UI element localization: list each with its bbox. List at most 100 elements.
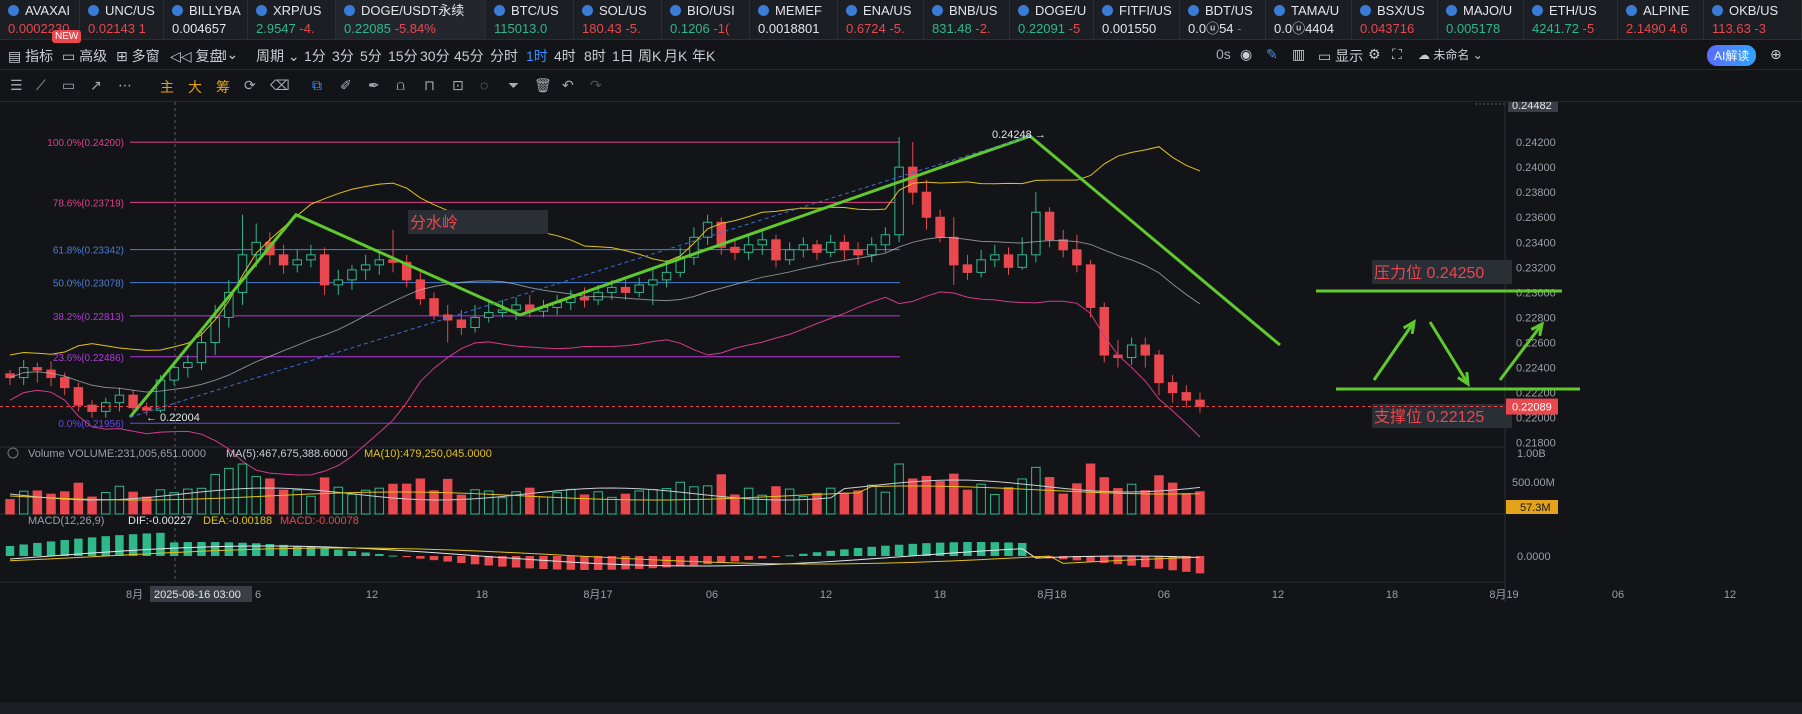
ticker-tab[interactable]: BILLYBA 0.004657 [164, 0, 248, 39]
magnet-icon[interactable]: ⩍ [396, 77, 406, 93]
ticker-tab[interactable]: DOGE/U 0.22091 -5 [1010, 0, 1094, 39]
interval-button[interactable]: 45分 [454, 48, 484, 64]
menu-icon[interactable]: ☰ [10, 77, 23, 93]
macd-histogram-bar [730, 556, 740, 562]
ticker-price: 0.6724 [846, 21, 886, 36]
ticker-tab[interactable]: FITFI/US 0.001550 [1094, 0, 1180, 39]
ai-interpret-button[interactable]: AI解读 [1707, 45, 1757, 66]
indicators-button[interactable]: ▤ 指标 [8, 48, 54, 64]
macd-histogram-bar [1072, 556, 1082, 561]
macd-histogram-bar [894, 544, 904, 556]
coin-icon [1626, 5, 1637, 16]
candle-body [880, 234, 891, 246]
hide-icon[interactable]: ◌ [480, 77, 489, 93]
ruler-icon[interactable]: ⟋ [36, 77, 46, 93]
interval-button[interactable]: 3分 [332, 48, 354, 64]
replay-button[interactable]: ◁◁ 复盘 [170, 48, 224, 64]
coin-icon [1274, 5, 1285, 16]
interval-button[interactable]: 1时 [526, 48, 548, 64]
interval-button[interactable]: 年K [692, 48, 716, 64]
macd-histogram-bar [224, 542, 234, 556]
period-dropdown[interactable]: 周期 ⌄ [256, 46, 300, 66]
ticker-tab[interactable]: BIO/USI 0.1206 -1( [662, 0, 750, 39]
copy-icon[interactable]: ⧉ [312, 77, 322, 93]
macd-histogram-bar [306, 547, 316, 556]
fib-level-label: 78.6%(0.23719) [53, 198, 124, 209]
pencil-icon[interactable]: ✎ [1266, 46, 1278, 62]
interval-button[interactable]: 30分 [420, 48, 450, 64]
chips-button[interactable]: 筹 [216, 79, 230, 95]
interval-button[interactable]: 5分 [360, 48, 382, 64]
candle-body [771, 239, 781, 261]
volume-bar [169, 492, 179, 515]
interval-button[interactable]: 1分 [304, 48, 326, 64]
main-indicator-button[interactable]: 主 [160, 79, 174, 95]
layout-name-dropdown[interactable]: ☁ 未命名 ⌄ [1418, 48, 1483, 62]
candle-body [853, 249, 863, 256]
rectangle-icon[interactable]: ▭ [62, 77, 76, 93]
arrow-line-icon[interactable]: ↗ [90, 77, 102, 93]
interval-button[interactable]: 4时 [554, 48, 576, 64]
display-button[interactable]: ▭ 显示 [1318, 48, 1364, 64]
ticker-symbol: BIO/USI [687, 3, 735, 18]
macd-histogram-bar [990, 542, 1000, 556]
ticker-tab[interactable]: BDT/US 0.0ⓤ54 - [1180, 0, 1266, 39]
macd-histogram-bar [881, 545, 890, 556]
eraser-icon[interactable]: ⌫ [270, 77, 290, 93]
ticker-tab[interactable]: ETH/US 4241.72 -5 [1524, 0, 1618, 39]
layout-icon[interactable]: ▥ [1292, 46, 1306, 62]
interval-button[interactable]: 1日 [612, 48, 634, 64]
coin-icon [1102, 5, 1113, 16]
advanced-button[interactable]: ▭ 高级 [62, 48, 108, 64]
interval-button[interactable]: 分时 [490, 48, 518, 64]
ticker-tab[interactable]: DOGE/USDT永续 0.22085 -5.84% [336, 0, 486, 39]
ticker-tab[interactable]: BTC/US 115013.0 [486, 0, 574, 39]
chart-type-button[interactable]: ⫾⌄ [222, 46, 239, 62]
expand-icon[interactable]: ⊕ [1770, 46, 1782, 62]
macd-dea-line [9, 547, 1201, 565]
interval-button[interactable]: 8时 [584, 48, 606, 64]
interval-button[interactable]: 15分 [388, 48, 418, 64]
ticker-symbol: FITFI/US [1119, 3, 1172, 18]
camera-icon[interactable]: ◉ [1240, 46, 1253, 62]
multi-window-button[interactable]: ⊞ 多窗 [116, 48, 160, 64]
redo-icon[interactable]: ↷ [590, 77, 602, 93]
ticker-tab[interactable]: TAMA/U 0.0ⓤ4404 [1266, 0, 1352, 39]
lock-icon[interactable]: ⊓ [424, 77, 435, 93]
ticker-tab[interactable]: ALPINE 2.1490 4.6 [1618, 0, 1704, 39]
more-tools-icon[interactable]: ⋯ [118, 77, 132, 93]
volume-bar [333, 486, 344, 515]
volume-bar [5, 499, 15, 515]
low-price-marker: ← 0.22004 [146, 412, 200, 424]
ticker-tab[interactable]: MAJO/U 0.005178 [1438, 0, 1524, 39]
interval-button[interactable]: 周K [638, 48, 662, 64]
ticker-tab[interactable]: MEMEF 0.0018801 [750, 0, 838, 39]
settings-icon[interactable]: ⚙ [1368, 46, 1381, 62]
big-order-button[interactable]: 大 [188, 79, 202, 95]
pen-icon[interactable]: ✒ [368, 77, 380, 93]
watershed-label: 分水岭 [410, 214, 458, 232]
ticker-tab[interactable]: ENA/US 0.6724 -5. [838, 0, 924, 39]
interval-button[interactable]: 月K [664, 48, 688, 64]
ticker-price: 0.02143 [88, 21, 135, 36]
brush-icon[interactable]: ✐ [340, 77, 352, 93]
ticker-tab[interactable]: BNB/US 831.48 -2. [924, 0, 1010, 39]
price-chart[interactable]: 0.24200 0.24000 0.23800 0.23600 0.23400 0.232… [0, 102, 1802, 702]
trash-icon[interactable]: 🗑 [534, 77, 552, 93]
ticker-tab[interactable]: SOL/US 180.43 -5. [574, 0, 662, 39]
macd-histogram-bar [1141, 556, 1150, 568]
ticker-tab[interactable]: UNC/US 0.02143 1 [80, 0, 164, 39]
ticker-tab[interactable]: XRP/US 2.9547 -4. [248, 0, 336, 39]
note-icon[interactable]: ⊡ [452, 77, 464, 93]
undo-icon[interactable]: ↶ [562, 77, 574, 93]
price-tick-label: 0.23000 [1516, 287, 1556, 299]
ticker-tab[interactable]: OKB/US 113.63 -3 [1704, 0, 1802, 39]
ticker-price: 2.1490 [1626, 21, 1666, 36]
ticker-tab[interactable]: BSX/US 0.043716 [1352, 0, 1438, 39]
ticker-price: 113.63 [1712, 21, 1751, 36]
volume-bar [757, 494, 768, 515]
filter-icon[interactable]: ⏷ [508, 77, 520, 93]
sync-icon[interactable]: ⟳ [244, 77, 256, 93]
fullscreen-icon[interactable]: ⛶ [1392, 46, 1402, 62]
volume-bar [1181, 493, 1192, 515]
